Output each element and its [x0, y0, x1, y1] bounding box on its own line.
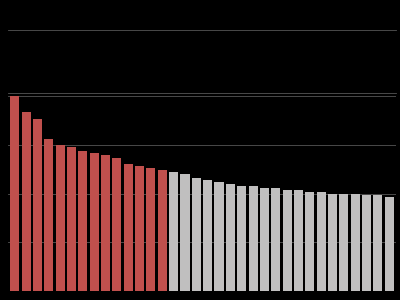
Bar	[10, 96, 19, 291]
Bar	[226, 184, 235, 291]
Bar	[112, 158, 122, 291]
Bar	[351, 194, 360, 291]
Bar	[146, 168, 156, 291]
Bar	[248, 186, 258, 291]
Bar	[158, 170, 167, 291]
Bar	[316, 192, 326, 291]
Bar	[271, 188, 280, 291]
Bar	[33, 119, 42, 291]
Bar	[101, 154, 110, 291]
Bar	[44, 139, 53, 291]
Bar	[260, 188, 269, 291]
Bar	[56, 145, 65, 291]
Bar	[135, 166, 144, 291]
Bar	[362, 196, 371, 291]
Bar	[328, 194, 337, 291]
Bar	[180, 174, 190, 291]
Bar	[305, 192, 314, 291]
Bar	[237, 186, 246, 291]
Bar	[294, 190, 303, 291]
Bar	[339, 194, 348, 291]
Bar	[192, 178, 201, 291]
Bar	[282, 190, 292, 291]
Bar	[373, 196, 382, 291]
Bar	[203, 180, 212, 291]
Bar	[90, 152, 99, 291]
Bar	[22, 112, 31, 291]
Bar	[124, 164, 133, 291]
Bar	[78, 151, 88, 291]
Bar	[214, 182, 224, 291]
Bar	[67, 147, 76, 291]
Bar	[169, 172, 178, 291]
Bar	[385, 197, 394, 291]
